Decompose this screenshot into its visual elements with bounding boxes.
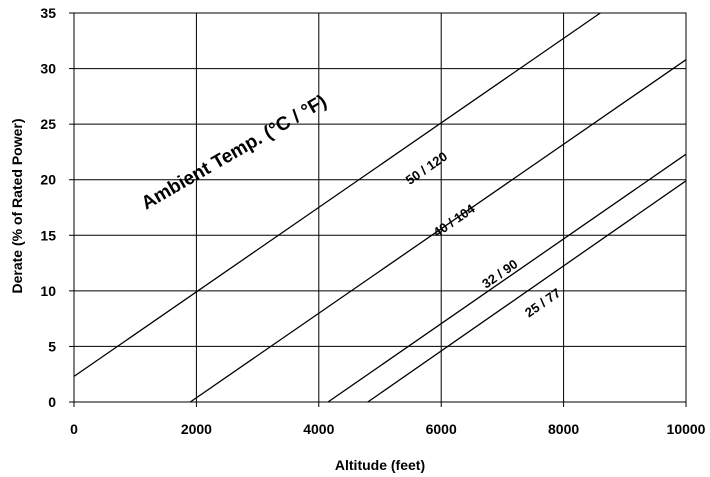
ambient-temp-annotation: Ambient Temp. (°C / °F) [138, 91, 330, 214]
plot-border [73, 12, 687, 403]
x-axis-title: Altitude (feet) [335, 457, 425, 473]
series-label: 50 / 120 [403, 149, 450, 188]
plot-area [73, 12, 687, 403]
x-tick-label: 2000 [181, 421, 212, 437]
grid [69, 12, 687, 407]
y-axis-title: Derate (% of Rated Power) [9, 118, 25, 293]
series-line [327, 153, 687, 403]
y-tick-label: 5 [48, 338, 56, 354]
y-tick-label: 0 [48, 394, 56, 410]
series-line [367, 180, 687, 403]
series-line [73, 12, 601, 377]
y-tick-label: 25 [40, 116, 56, 132]
x-tick-label: 4000 [303, 421, 334, 437]
y-tick-label: 10 [40, 283, 56, 299]
y-tick-label: 20 [40, 172, 56, 188]
series-line [189, 59, 687, 403]
y-tick-label: 35 [40, 5, 56, 21]
x-tick-labels: 0 2000 4000 6000 8000 10000 [70, 421, 706, 437]
x-tick-label: 10000 [667, 421, 706, 437]
x-tick-label: 0 [70, 421, 78, 437]
y-tick-label: 30 [40, 61, 56, 77]
series-lines [73, 12, 687, 403]
y-tick-labels: 0 5 10 15 20 25 30 35 [40, 5, 56, 410]
series-label: 40 / 104 [430, 201, 478, 240]
x-tick-label: 8000 [548, 421, 579, 437]
x-tick-label: 6000 [426, 421, 457, 437]
y-tick-label: 15 [40, 227, 56, 243]
